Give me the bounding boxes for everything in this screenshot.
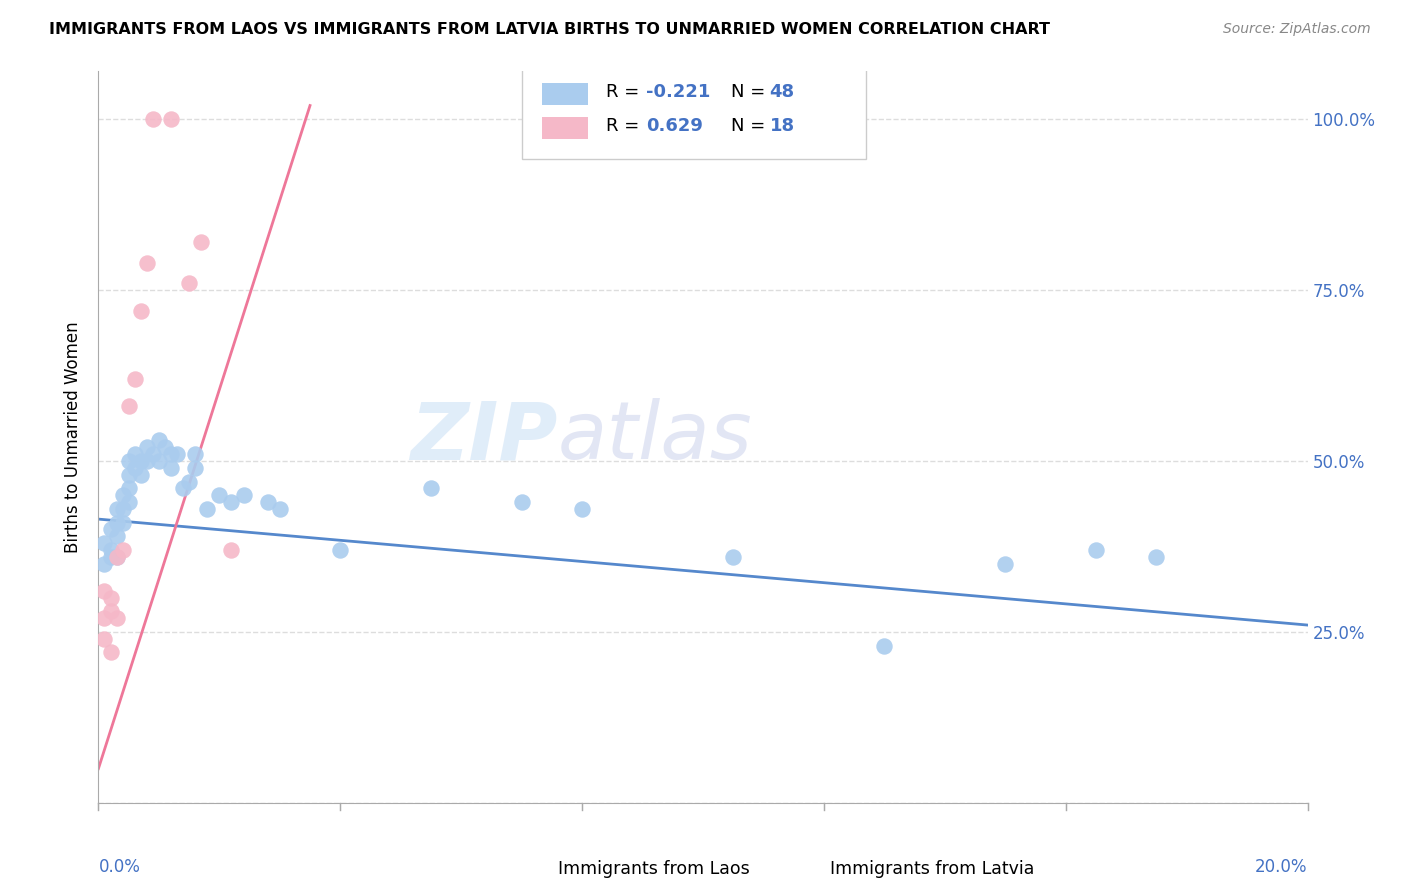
Point — [166, 447, 188, 461]
Point — [142, 447, 165, 461]
FancyBboxPatch shape — [498, 860, 546, 882]
Text: N =: N = — [731, 83, 770, 101]
FancyBboxPatch shape — [522, 68, 866, 159]
Text: atlas: atlas — [558, 398, 752, 476]
Point — [269, 501, 291, 516]
Point — [93, 536, 115, 550]
Point — [148, 454, 170, 468]
Text: -0.221: -0.221 — [647, 83, 710, 101]
Point — [135, 454, 157, 468]
Point — [111, 542, 134, 557]
FancyBboxPatch shape — [543, 83, 588, 105]
Point — [153, 440, 176, 454]
Point — [111, 488, 134, 502]
Point — [184, 460, 207, 475]
Point — [105, 549, 128, 564]
Text: 20.0%: 20.0% — [1256, 858, 1308, 876]
Y-axis label: Births to Unmarried Women: Births to Unmarried Women — [65, 321, 83, 553]
Point — [118, 481, 141, 495]
Point — [1085, 542, 1108, 557]
Point — [118, 495, 141, 509]
Text: R =: R = — [606, 83, 645, 101]
Point — [93, 583, 115, 598]
Point — [256, 495, 278, 509]
FancyBboxPatch shape — [543, 118, 588, 139]
Point — [723, 549, 745, 564]
Point — [93, 632, 115, 646]
Text: 48: 48 — [769, 83, 794, 101]
Point — [100, 604, 122, 618]
Point — [118, 467, 141, 482]
Point — [420, 481, 443, 495]
Point — [124, 372, 146, 386]
Point — [160, 112, 183, 127]
Text: ZIP: ZIP — [411, 398, 558, 476]
Point — [208, 488, 231, 502]
Point — [190, 235, 212, 250]
Point — [100, 522, 122, 536]
Point — [100, 645, 122, 659]
Point — [160, 460, 183, 475]
Point — [160, 447, 183, 461]
Point — [510, 495, 533, 509]
Point — [329, 542, 352, 557]
Point — [93, 611, 115, 625]
Point — [179, 277, 201, 291]
FancyBboxPatch shape — [769, 860, 818, 882]
Point — [1144, 549, 1167, 564]
Point — [179, 475, 201, 489]
Point — [111, 501, 134, 516]
Point — [221, 495, 243, 509]
Text: IMMIGRANTS FROM LAOS VS IMMIGRANTS FROM LATVIA BIRTHS TO UNMARRIED WOMEN CORRELA: IMMIGRANTS FROM LAOS VS IMMIGRANTS FROM … — [49, 22, 1050, 37]
Point — [124, 460, 146, 475]
Point — [195, 501, 218, 516]
Text: 0.0%: 0.0% — [98, 858, 141, 876]
Text: Source: ZipAtlas.com: Source: ZipAtlas.com — [1223, 22, 1371, 37]
Point — [135, 256, 157, 270]
Text: Immigrants from Latvia: Immigrants from Latvia — [830, 860, 1035, 878]
Point — [571, 501, 593, 516]
Point — [142, 112, 165, 127]
Point — [105, 549, 128, 564]
Point — [221, 542, 243, 557]
Point — [994, 557, 1017, 571]
Point — [111, 516, 134, 530]
Point — [93, 557, 115, 571]
Point — [129, 467, 152, 482]
Point — [873, 639, 896, 653]
Point — [148, 434, 170, 448]
Point — [118, 400, 141, 414]
Text: N =: N = — [731, 117, 770, 136]
Point — [172, 481, 194, 495]
Text: 18: 18 — [769, 117, 794, 136]
Point — [124, 447, 146, 461]
Point — [184, 447, 207, 461]
Text: 0.629: 0.629 — [647, 117, 703, 136]
Point — [100, 591, 122, 605]
Point — [232, 488, 254, 502]
Point — [100, 549, 122, 564]
Point — [135, 440, 157, 454]
Point — [105, 516, 128, 530]
Point — [129, 303, 152, 318]
Text: R =: R = — [606, 117, 645, 136]
Text: Immigrants from Laos: Immigrants from Laos — [558, 860, 749, 878]
Point — [129, 454, 152, 468]
Point — [105, 529, 128, 543]
Point — [105, 501, 128, 516]
Point — [105, 611, 128, 625]
Point — [118, 454, 141, 468]
Point — [100, 542, 122, 557]
